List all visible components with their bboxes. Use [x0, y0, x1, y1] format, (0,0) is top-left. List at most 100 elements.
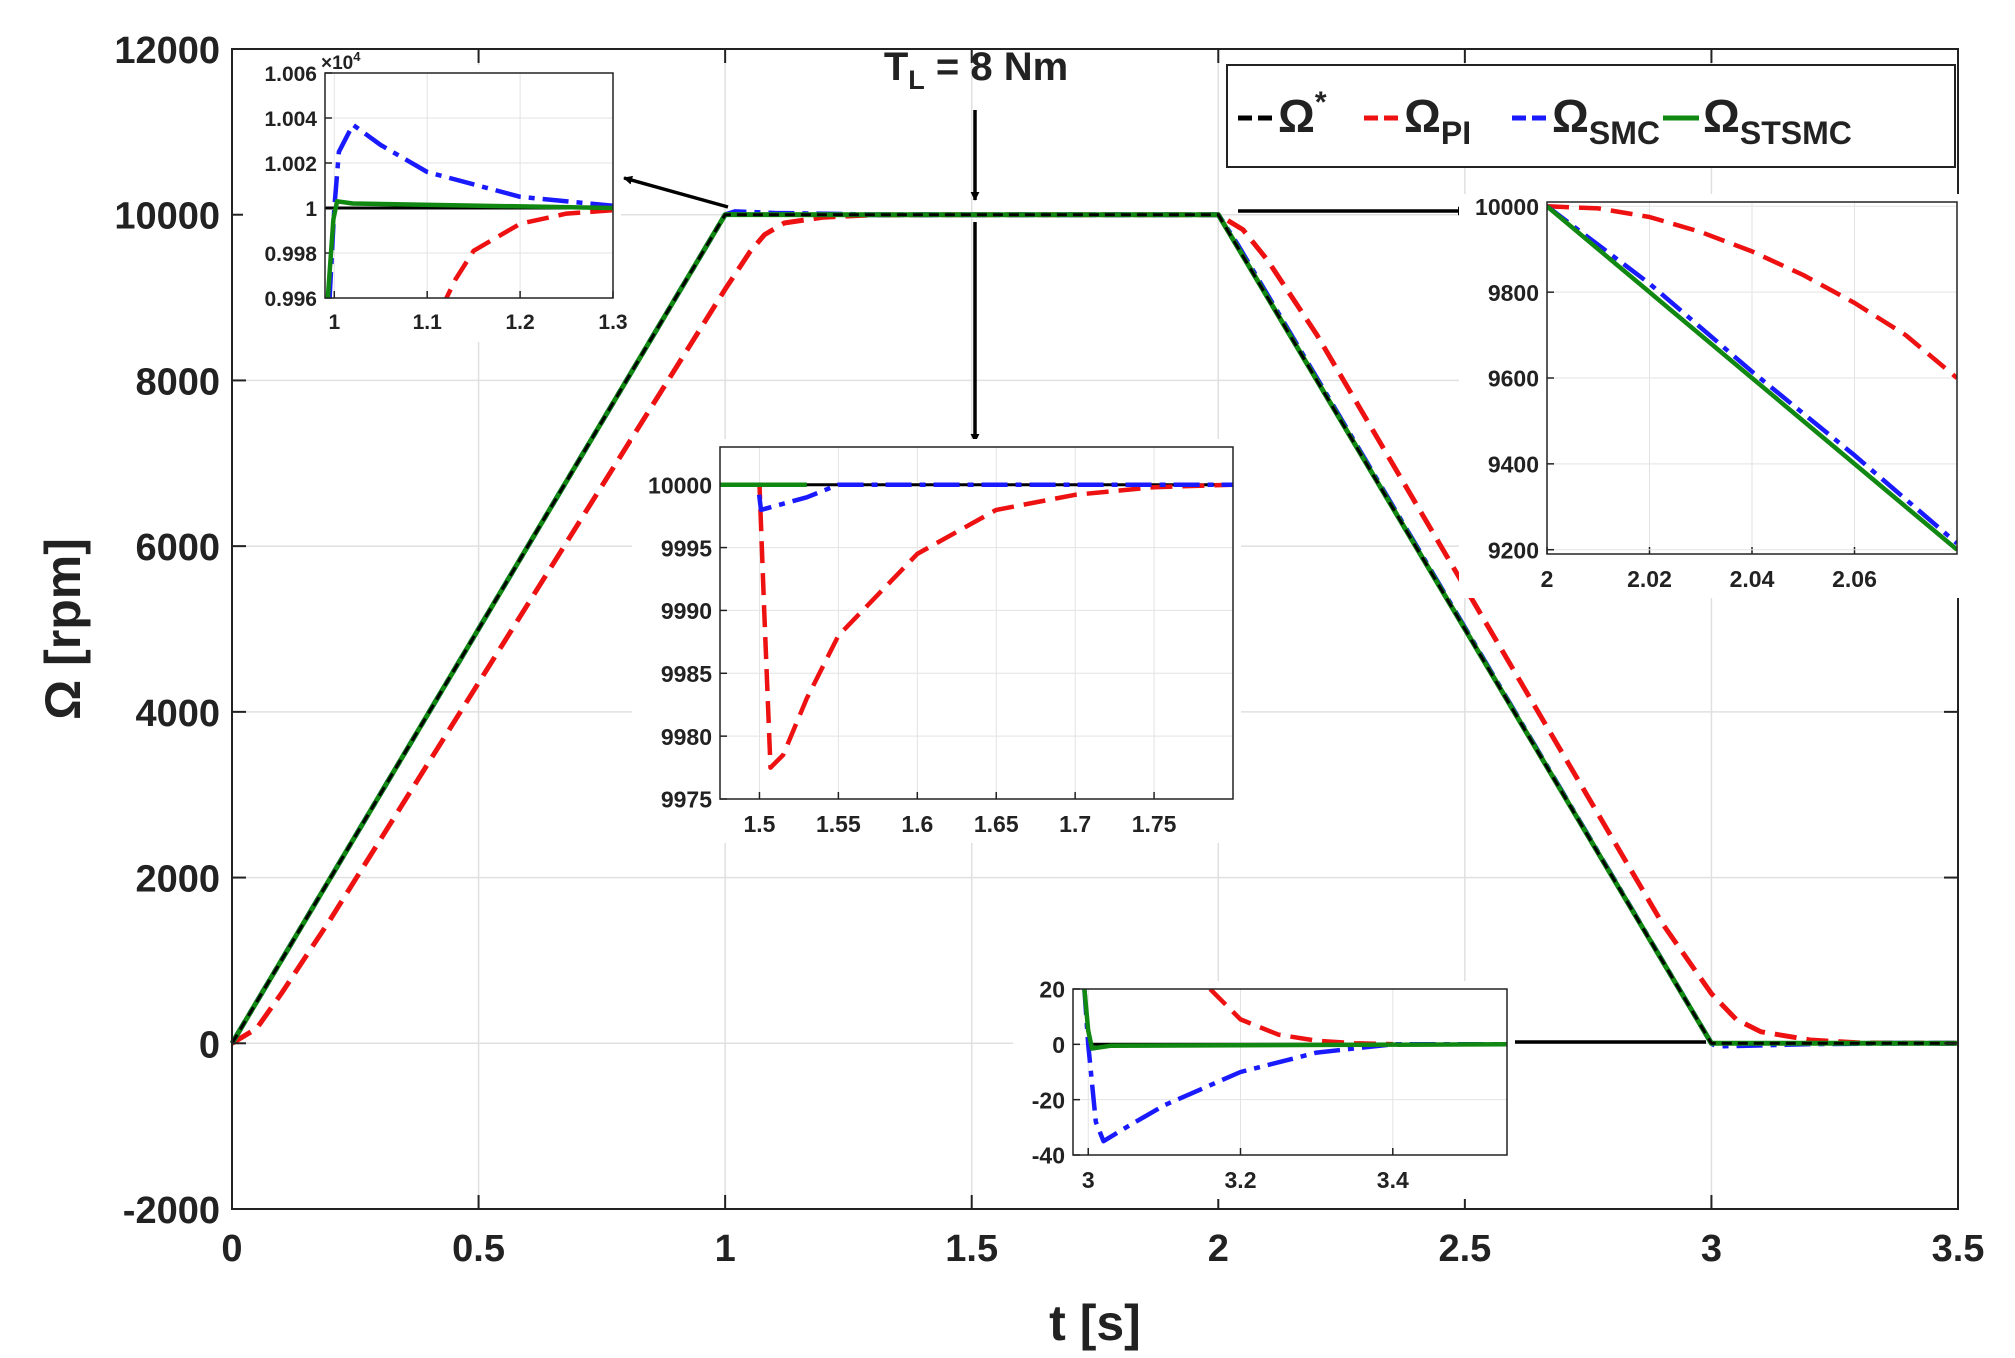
inset-y-tick-label: 9600 [1488, 366, 1539, 392]
inset-x-tick-label: 1.65 [974, 811, 1019, 837]
inset-series-line [1082, 989, 1507, 1051]
y-tick-label: 10000 [114, 196, 220, 238]
legend-symbol: Ω [1552, 90, 1589, 142]
x-tick-label: 3 [1701, 1228, 1722, 1270]
inset-x-tick-label: 3.2 [1225, 1167, 1257, 1193]
y-axis-label: Ω [rpm] [35, 538, 91, 720]
inset-y-tick-label: 0.998 [264, 243, 317, 266]
inset-deceleration: 2 2.02 2.04 2.06 9200 9400 9600 9800 10000 [1459, 194, 1965, 598]
inset-y-tick-label: 9980 [661, 724, 712, 750]
y-tick-label: 0 [199, 1024, 220, 1066]
inset-x-tick-label: 2 [1541, 566, 1554, 592]
inset-x-tick-label: 1.5 [743, 811, 775, 837]
inset-plot-area [325, 73, 613, 298]
x-tick-label: 0.5 [452, 1228, 505, 1270]
inset-y-tick-label: 9200 [1488, 537, 1539, 563]
inset-y-tick-label: 9975 [661, 787, 712, 813]
inset-y-tick-label: 10000 [1475, 194, 1539, 220]
series-line-Ω* [230, 213, 1958, 1045]
inset-y-scale-exponent: 4 [353, 49, 361, 64]
inset-x-tick-label: 1 [328, 311, 340, 334]
inset-series-line [1082, 989, 1507, 1144]
legend-subscript: SMC [1589, 115, 1660, 151]
legend-superscript: * [1315, 86, 1327, 119]
annotation-rest: = 8 Nm [925, 45, 1068, 89]
legend: Ω* ΩPI ΩSMC ΩSTSMC [1226, 64, 1956, 168]
inset-y-tick-label: 1.004 [264, 108, 317, 131]
inset-y-tick-label: -20 [1032, 1087, 1065, 1113]
inset-y-scale-base: ×10 [321, 53, 353, 74]
inset-stop-undershoot: 3 3.2 3.4 -40 -20 0 20 [1013, 977, 1515, 1199]
inset-load-disturbance: 1.5 1.55 1.6 1.65 1.7 1.75 9975 9980 9985 9990 999… [632, 439, 1241, 843]
inset-series-line [720, 482, 1233, 770]
inset-y-tick-label: 10000 [648, 472, 712, 498]
inset-x-tick-label: 2.04 [1730, 566, 1775, 592]
inset-x-tick-label: 3 [1082, 1167, 1095, 1193]
inset-x-tick-label: 1.1 [413, 311, 443, 334]
legend-label-0: Ω* [1278, 86, 1327, 142]
inset-y-tick-label: 9400 [1488, 452, 1539, 478]
y-tick-label: 8000 [135, 361, 220, 403]
inset-plot-area [720, 447, 1233, 799]
inset-series-line [1547, 204, 1957, 546]
legend-label-1: ΩPI [1404, 90, 1471, 151]
inset-y-tick-label: 9995 [661, 535, 712, 561]
inset-series [1547, 204, 1957, 552]
inset-series [325, 122, 613, 298]
x-axis-label: t [s] [1049, 1295, 1141, 1351]
legend-box [1226, 64, 1956, 168]
legend-subscript: STSMC [1740, 115, 1852, 151]
inset-x-tick-label: 1.6 [901, 811, 933, 837]
annotation-main: T [884, 45, 908, 89]
inset-frame [719, 446, 1234, 800]
inset-series [720, 482, 1233, 770]
legend-symbol: Ω [1278, 90, 1315, 142]
legend-symbol: Ω [1404, 90, 1441, 142]
inset-frame [1546, 201, 1958, 555]
inset-x-tick-label: 3.4 [1377, 1167, 1409, 1193]
inset-series-line [720, 482, 1233, 513]
legend-label-2: ΩSMC [1552, 90, 1660, 151]
annotation-sub: L [908, 65, 925, 95]
inset-y-tick-label: 9800 [1488, 280, 1539, 306]
y-tick-label: 2000 [135, 859, 220, 901]
inset-y-tick-label: 9985 [661, 661, 712, 687]
inset-x-tick-label: 2.02 [1627, 566, 1672, 592]
inset-frame [1072, 988, 1508, 1156]
inset-y-tick-label: 0 [1052, 1032, 1065, 1058]
inset-series-line [1547, 204, 1957, 552]
inset-x-tick-label: 1.7 [1059, 811, 1091, 837]
inset-series [1082, 989, 1507, 1144]
x-tick-label: 2.5 [1438, 1228, 1491, 1270]
inset-x-tick-label: 1.2 [505, 311, 534, 334]
inset-y-tick-label: -40 [1032, 1143, 1065, 1169]
inset-y-tick-label: 1.006 [264, 63, 317, 86]
load-torque-annotation: TL = 8 Nm [884, 45, 1068, 95]
y-tick-label: 12000 [114, 30, 220, 72]
inset-y-tick-label: 0.996 [264, 288, 317, 311]
inset-series-line [443, 207, 613, 298]
inset-y-tick-label: 20 [1039, 977, 1065, 1003]
inset-rise-overshoot: 1 1.1 1.2 1.3 0.996 0.998 1 1.002 1.004 1.006 ×104 [243, 49, 628, 342]
arrow-to-inset-1 [623, 175, 729, 209]
x-tick-label: 3.5 [1932, 1228, 1985, 1270]
inset-x-tick-label: 2.06 [1832, 566, 1877, 592]
x-tick-label: 1.5 [945, 1228, 998, 1270]
legend-label-3: ΩSTSMC [1703, 90, 1852, 151]
inset-y-tick-label: 1.002 [264, 153, 317, 176]
y-tick-label: 4000 [135, 693, 220, 735]
main-series [229, 209, 1959, 1049]
inset-y-tick-label: 9990 [661, 598, 712, 624]
inset-x-tick-label: 1.55 [816, 811, 861, 837]
inset-series-line [327, 122, 613, 298]
inset-x-tick-label: 1.75 [1132, 811, 1177, 837]
y-tick-label: 6000 [135, 527, 220, 569]
main-ticks: 0 0.5 1 1.5 2 2.5 3 3.5-20000200040006000800010… [114, 30, 1984, 1270]
x-tick-label: 1 [715, 1228, 736, 1270]
main-plot-frame [231, 48, 1959, 1210]
x-tick-label: 2 [1208, 1228, 1229, 1270]
inset-frame [324, 72, 614, 299]
inset-plot-area [1073, 989, 1507, 1155]
inset-series-line [325, 199, 613, 298]
